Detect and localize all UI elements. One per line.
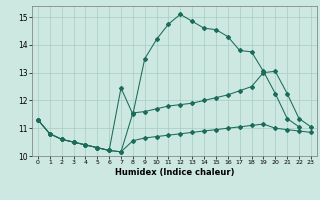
X-axis label: Humidex (Indice chaleur): Humidex (Indice chaleur)	[115, 168, 234, 177]
